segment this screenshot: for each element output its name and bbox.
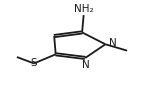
Text: S: S [30,58,36,68]
Text: N: N [82,60,90,70]
Text: N: N [109,38,117,48]
Text: NH₂: NH₂ [74,4,94,14]
